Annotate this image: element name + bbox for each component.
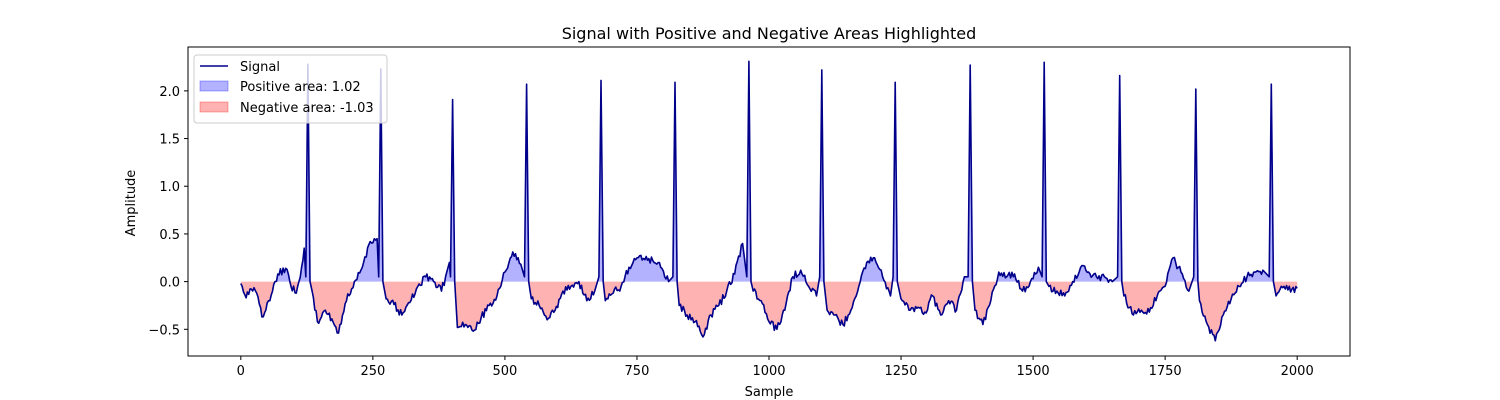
negative-area-fill	[823, 281, 861, 326]
y-tick-label: −0.5	[148, 323, 180, 338]
legend-positive-label: Positive area: 1.02	[240, 80, 361, 95]
negative-area-fill	[528, 281, 579, 320]
x-tick-label: 250	[360, 364, 385, 379]
signal-line	[240, 60, 1298, 342]
x-tick-label: 750	[625, 364, 650, 379]
legend-box	[193, 54, 388, 124]
y-tick-label: 2.0	[159, 85, 180, 100]
negative-area-fill	[454, 281, 502, 332]
legend-negative-label: Negative area: -1.03	[240, 101, 374, 116]
y-tick-label: 1.5	[159, 133, 180, 148]
negative-area-fill	[1121, 281, 1167, 315]
x-tick-label: 0	[237, 364, 245, 379]
x-tick-label: 1750	[1149, 364, 1182, 379]
positive-area-fill	[732, 61, 751, 282]
legend-signal-label: Signal	[240, 60, 280, 75]
x-axis-ticks: 0 250 500 750 1000 1250 1500 1750 2000	[237, 356, 1314, 379]
x-tick-label: 500	[492, 364, 517, 379]
x-tick-label: 2000	[1281, 364, 1314, 379]
plot-area	[187, 46, 1351, 357]
x-tick-label: 1000	[752, 364, 785, 379]
negative-area-fill	[1185, 281, 1193, 292]
x-tick-label: 1500	[1017, 364, 1050, 379]
positive-area-fill	[354, 68, 383, 282]
negative-area-fill	[310, 281, 355, 334]
x-axis-label: Sample	[745, 385, 794, 400]
y-tick-label: 1.0	[159, 180, 180, 195]
positive-area-fill	[1245, 84, 1274, 282]
negative-area-fill	[972, 281, 997, 325]
chart-title: Signal with Positive and Negative Areas …	[562, 24, 977, 43]
positive-area-fill	[298, 64, 310, 282]
y-tick-label: 0.5	[159, 228, 180, 243]
positive-area-fill	[860, 257, 885, 282]
negative-area-fill	[677, 281, 733, 337]
positive-area-fill	[501, 84, 529, 282]
positive-area-fill	[623, 255, 669, 282]
negative-area-fill	[578, 281, 598, 301]
y-axis-ticks: −0.5 0.0 0.5 1.0 1.5 2.0	[148, 85, 188, 338]
x-tick-label: 1250	[884, 364, 917, 379]
y-axis-label: Amplitude	[124, 170, 139, 237]
positive-area-fill	[422, 274, 434, 282]
y-tick-label: 0.0	[159, 276, 180, 291]
negative-area-fill	[382, 281, 423, 315]
positive-area-fill	[1030, 62, 1047, 282]
legend-positive-swatch	[199, 80, 229, 92]
positive-area-fill	[1074, 265, 1109, 282]
legend-negative-swatch	[199, 101, 229, 113]
legend: Signal Positive area: 1.02 Negative area…	[193, 54, 388, 124]
